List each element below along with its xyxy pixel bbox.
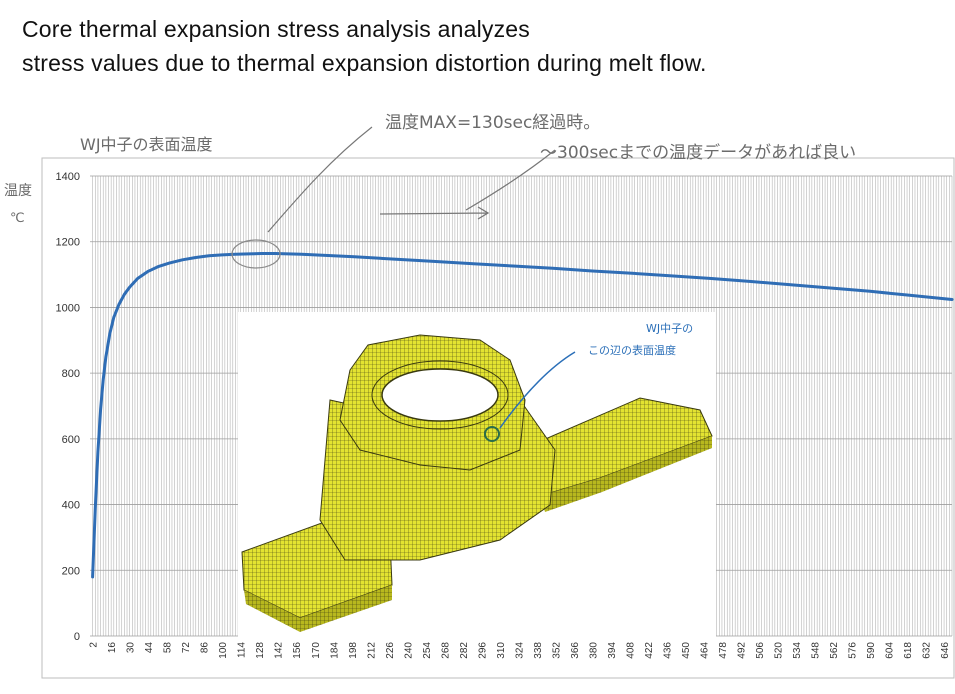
time-arrow: [379, 206, 490, 220]
x-axis-tick-labels: 2 16 30 44 58 72 86 100 114 128 142 156 170 184 198 212…: [89, 642, 951, 659]
y-tick-label: 1200: [56, 237, 80, 249]
x-tick-label: 618: [903, 642, 914, 659]
x-tick-label: 338: [533, 642, 544, 659]
x-tick-label: 86: [200, 642, 211, 654]
x-tick-label: 310: [496, 642, 507, 659]
x-tick-label: 366: [570, 642, 581, 659]
y-tick-label: 1400: [56, 171, 80, 183]
x-tick-label: 254: [422, 642, 433, 659]
x-tick-label: 72: [181, 642, 192, 654]
x-tick-label: 114: [237, 642, 248, 658]
mesh-model-inset: WJ中子の この辺の表面温度: [238, 312, 716, 642]
x-tick-label: 548: [811, 642, 822, 659]
x-tick-label: 380: [588, 642, 599, 659]
x-tick-label: 142: [274, 642, 285, 659]
x-tick-label: 16: [107, 642, 118, 654]
annotation-max-note: 温度MAX=130sec経過時。: [385, 113, 600, 133]
heading: Core thermal expansion stress analysis a…: [22, 12, 707, 80]
annotation-data-request: ～300secまでの温度データがあれば良い: [540, 142, 856, 163]
y-tick-label: 200: [62, 565, 80, 577]
x-tick-label: 58: [163, 642, 174, 654]
y-unit-bottom: ℃: [10, 211, 25, 226]
x-tick-label: 632: [922, 642, 933, 659]
annotation-pointer-arrow: [267, 126, 373, 233]
x-tick-label: 576: [848, 642, 859, 659]
y-tick-label: 1000: [56, 302, 80, 314]
x-tick-label: 562: [829, 642, 840, 659]
y-unit-top: 温度: [4, 183, 32, 199]
x-tick-label: 184: [329, 642, 340, 659]
x-tick-label: 100: [218, 642, 229, 659]
x-tick-label: 394: [607, 642, 618, 659]
x-tick-label: 198: [348, 642, 359, 659]
x-tick-label: 408: [625, 642, 636, 659]
x-tick-label: 2: [89, 642, 100, 648]
x-tick-label: 646: [940, 642, 951, 659]
mesh-tower-opening: [381, 368, 499, 422]
inset-pointer: [499, 351, 576, 429]
x-tick-label: 128: [255, 642, 266, 659]
mesh-right-arm-side: [540, 436, 712, 512]
inset-label-line-1: WJ中子の: [646, 322, 693, 335]
max-point-circle: [231, 239, 281, 269]
x-tick-label: 324: [514, 642, 525, 659]
x-tick-label: 296: [477, 642, 488, 659]
heading-line-1: Core thermal expansion stress analysis a…: [22, 16, 530, 42]
x-tick-label: 506: [755, 642, 766, 659]
inset-label-line-2: この辺の表面温度: [588, 343, 676, 357]
x-tick-label: 520: [773, 642, 784, 659]
x-tick-label: 422: [644, 642, 655, 659]
x-tick-label: 464: [699, 642, 710, 659]
mesh-left-plate-side: [244, 585, 392, 632]
y-tick-label: 400: [62, 500, 80, 512]
y-tick-label: 800: [62, 368, 80, 380]
x-tick-label: 450: [681, 642, 692, 659]
x-tick-label: 590: [866, 642, 877, 659]
chart-frame: [41, 157, 955, 679]
x-tick-label: 226: [385, 642, 396, 659]
x-tick-label: 534: [792, 642, 803, 659]
annotation-request-arrow: [465, 149, 556, 211]
surface-temperature-line: [91, 252, 954, 579]
x-tick-label: 170: [311, 642, 322, 659]
x-tick-label: 30: [126, 642, 137, 654]
heading-line-2: stress values due to thermal expansion d…: [22, 50, 707, 76]
y-tick-label: 600: [62, 434, 80, 446]
x-tick-label: 268: [440, 642, 451, 659]
surface-point-marker: [484, 426, 500, 442]
x-tick-label: 436: [662, 642, 673, 659]
y-tick-label: 0: [74, 631, 80, 643]
x-tick-label: 282: [459, 642, 470, 659]
y-axis-tick-labels: 0 200 400 600 800 1000 1200 1400: [56, 171, 80, 643]
x-tick-label: 212: [366, 642, 377, 659]
x-tick-label: 352: [551, 642, 562, 659]
annotation-surface-temp: WJ中子の表面温度: [80, 135, 213, 154]
x-tick-label: 156: [292, 642, 303, 659]
x-tick-label: 478: [718, 642, 729, 659]
x-tick-label: 604: [885, 642, 896, 659]
x-tick-label: 44: [144, 642, 155, 654]
mesh-tower-rim: [371, 360, 509, 430]
x-tick-label: 240: [403, 642, 414, 659]
x-tick-label: 492: [736, 642, 747, 659]
